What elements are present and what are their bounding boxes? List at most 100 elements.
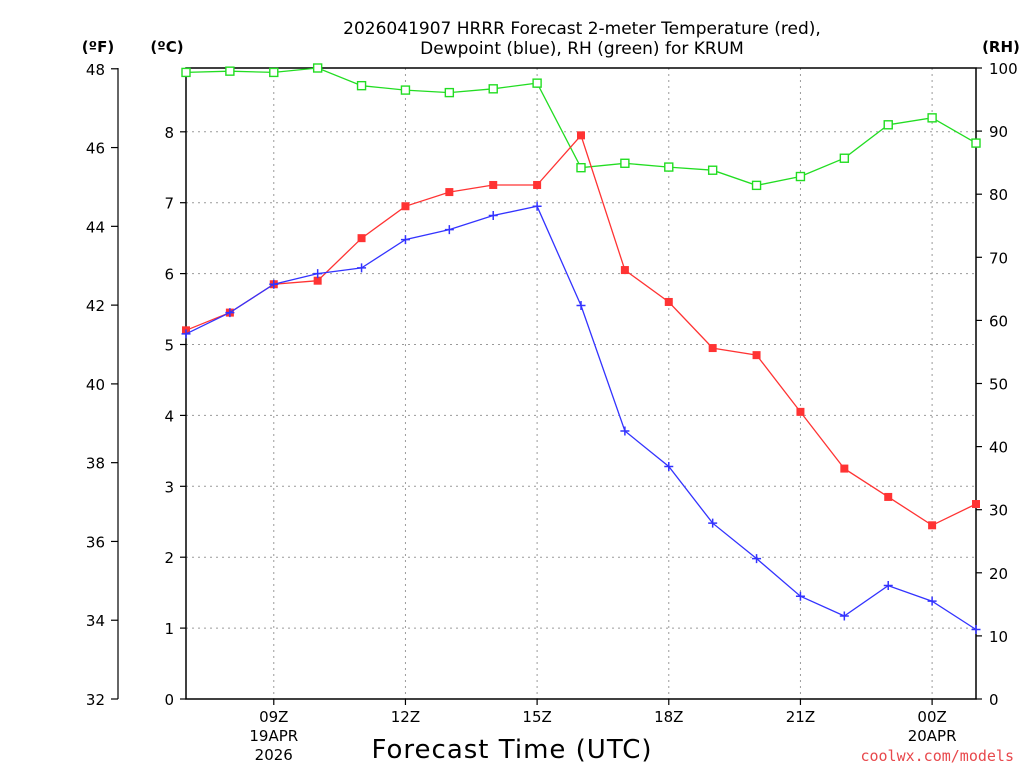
- fahrenheit-tick-label: 36: [86, 533, 105, 551]
- fahrenheit-tick-label: 48: [86, 61, 105, 79]
- series-rh: [181, 63, 981, 191]
- time-tick-label: 21Z: [786, 708, 815, 726]
- time-tick-label: 15Z: [522, 708, 551, 726]
- celsius-tick-label: 8: [164, 124, 174, 142]
- series-line: [185, 205, 977, 631]
- rh-point: [356, 80, 367, 91]
- celsius-tick-label: 6: [164, 266, 174, 284]
- dewpoint-point: [839, 611, 849, 621]
- rh-point: [400, 85, 411, 95]
- rh-tick-label: 90: [989, 123, 1008, 141]
- celsius-tick-label: 7: [164, 195, 174, 213]
- fahrenheit-tick-label: 40: [86, 376, 105, 394]
- chart-title-line-2: Dewpoint (blue), RH (green) for KRUM: [420, 39, 744, 59]
- rh-point: [664, 162, 674, 172]
- temperature-point: [972, 500, 980, 509]
- temperature-point: [884, 492, 893, 501]
- rh-tick-label: 50: [989, 376, 1008, 394]
- dewpoint-point: [620, 426, 630, 436]
- rh-tick-label: 70: [989, 249, 1008, 267]
- celsius-tick-label: 3: [164, 478, 174, 496]
- temperature-point: [796, 407, 805, 416]
- temperature-point: [313, 276, 322, 285]
- rh-tick-label: 20: [989, 565, 1008, 583]
- temperature-point: [533, 180, 542, 189]
- fahrenheit-tick-label: 44: [86, 218, 105, 236]
- temperature-point: [708, 344, 717, 353]
- rh-tick-label: 0: [989, 691, 999, 709]
- dewpoint-point: [444, 225, 454, 235]
- temperature-point: [577, 131, 585, 140]
- temperature-point: [840, 464, 849, 473]
- rh-tick-label: 60: [989, 312, 1008, 330]
- dewpoint-point: [488, 210, 498, 220]
- temperature-point: [752, 351, 761, 360]
- rh-tick-label: 100: [989, 60, 1018, 78]
- fahrenheit-tick-label: 32: [86, 691, 105, 709]
- rh-point: [576, 162, 586, 173]
- fahrenheit-axis-ticks: 32 34 36 38 40 42 44 46 48: [86, 61, 118, 709]
- rh-point: [751, 180, 762, 191]
- series-line: [185, 134, 977, 527]
- rh-point: [181, 67, 191, 78]
- temperature-point: [401, 202, 410, 211]
- dewpoint-point: [225, 308, 235, 318]
- dewpoint-point: [357, 263, 367, 273]
- temperature-point: [445, 188, 454, 197]
- rh-point: [707, 165, 718, 175]
- time-tick-label: 18Z: [654, 708, 683, 726]
- date-tick-label: 20APR: [908, 727, 957, 745]
- dewpoint-point: [795, 591, 805, 601]
- year-tick-label: 2026: [255, 746, 293, 764]
- dewpoint-point: [664, 461, 674, 471]
- celsius-unit-label: (ºC): [150, 38, 183, 56]
- celsius-tick-label: 5: [164, 337, 174, 355]
- rh-unit-label: (RH): [982, 38, 1020, 56]
- dewpoint-point: [708, 518, 718, 528]
- rh-point: [225, 66, 235, 76]
- celsius-tick-label: 1: [164, 620, 174, 638]
- rh-point: [971, 138, 981, 148]
- rh-point: [927, 113, 937, 123]
- temperature-point: [357, 234, 366, 243]
- dewpoint-point: [400, 235, 410, 245]
- fahrenheit-unit-label: (ºF): [82, 38, 114, 56]
- dewpoint-point: [313, 269, 323, 279]
- credit-text: coolwx.com/models: [860, 747, 1014, 765]
- rh-point: [532, 78, 542, 88]
- rh-point: [312, 63, 323, 73]
- celsius-tick-label: 4: [164, 407, 174, 425]
- rh-tick-label: 40: [989, 439, 1008, 457]
- dewpoint-point: [883, 581, 893, 591]
- rh-point: [444, 87, 455, 98]
- time-tick-label: 00Z: [917, 708, 946, 726]
- fahrenheit-tick-label: 46: [86, 140, 105, 158]
- temperature-point: [664, 297, 673, 306]
- dewpoint-point: [532, 201, 542, 211]
- temperature-point: [928, 521, 937, 530]
- celsius-tick-label: 0: [164, 691, 174, 709]
- rh-axis-ticks: 0 10 20 30 40 50 60 70 80 90 100: [976, 60, 1018, 709]
- x-axis-label: Forecast Time (UTC): [371, 735, 652, 765]
- celsius-axis-ticks: 0 1 2 3 4 5 6 7 8: [164, 124, 186, 709]
- series-dewpoint: [181, 201, 981, 635]
- fahrenheit-tick-label: 38: [86, 455, 105, 473]
- rh-tick-label: 10: [989, 628, 1008, 646]
- chart-title-line-1: 2026041907 HRRR Forecast 2-meter Tempera…: [343, 19, 821, 39]
- date-tick-label: 19APR: [249, 727, 298, 745]
- dewpoint-point: [181, 329, 191, 339]
- rh-point: [795, 171, 806, 182]
- dewpoint-point: [927, 596, 937, 606]
- rh-point: [488, 84, 498, 94]
- rh-tick-label: 80: [989, 186, 1008, 204]
- series-2-meter-temperature: [182, 131, 980, 530]
- dewpoint-point: [269, 279, 279, 289]
- rh-point: [839, 153, 850, 163]
- fahrenheit-tick-label: 34: [86, 612, 105, 630]
- grid-lines: [186, 68, 976, 699]
- dewpoint-point: [752, 554, 762, 564]
- rh-tick-label: 30: [989, 502, 1008, 520]
- temperature-point: [620, 266, 629, 275]
